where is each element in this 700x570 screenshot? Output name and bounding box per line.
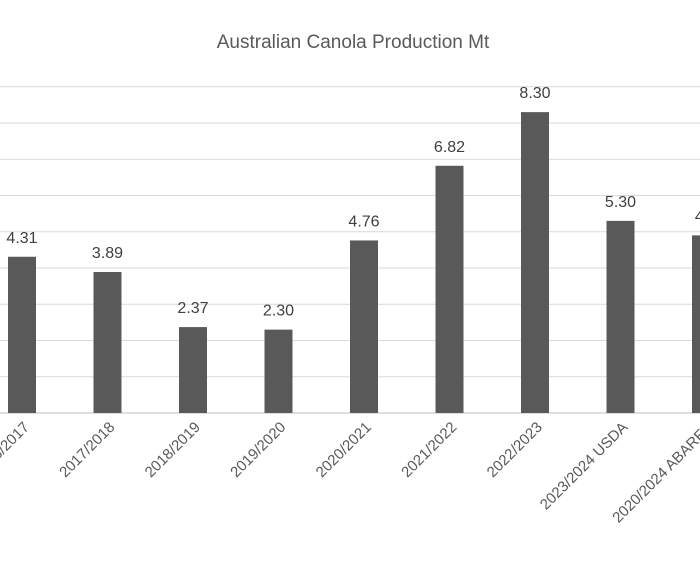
bar-series xyxy=(8,112,700,413)
data-label: 4.9 xyxy=(695,208,700,225)
data-label: 8.30 xyxy=(519,85,550,102)
chart-title: Australian Canola Production Mt xyxy=(217,32,490,53)
x-tick-label: 2019/2020 xyxy=(227,419,289,481)
bar xyxy=(93,271,122,413)
x-tick-label: 2020/2021 xyxy=(313,419,375,481)
x-tick-label: 2023/2024 USDA xyxy=(537,419,632,514)
data-label: 6.82 xyxy=(434,139,465,156)
x-tick-label: 2021/2022 xyxy=(398,419,460,481)
bar xyxy=(692,235,700,413)
bar xyxy=(435,165,464,413)
data-label: 3.89 xyxy=(92,245,123,262)
x-axis-tick-labels: 2016/2017 2017/2018 2018/2019 2019/2020 2020… xyxy=(0,419,700,527)
data-label: 4.76 xyxy=(348,213,379,230)
bar xyxy=(521,112,549,413)
bar xyxy=(264,329,293,413)
x-tick-label: 2018/2019 xyxy=(142,419,204,481)
data-label: 5.30 xyxy=(605,194,636,211)
data-label: 4.31 xyxy=(6,230,37,247)
bar xyxy=(350,240,378,413)
bar xyxy=(8,256,36,413)
x-tick-label: 2017/2018 xyxy=(56,419,118,481)
data-label: 2.30 xyxy=(263,303,294,320)
bar xyxy=(606,220,635,413)
x-tick-label: 2022/2023 xyxy=(484,419,546,481)
x-tick-label: 2016/2017 xyxy=(0,419,33,481)
data-labels: 4.31 3.89 2.37 2.30 4.76 6.82 8.30 5.30 4.9 xyxy=(6,85,700,320)
bar xyxy=(179,327,207,413)
data-label: 2.37 xyxy=(177,300,208,317)
